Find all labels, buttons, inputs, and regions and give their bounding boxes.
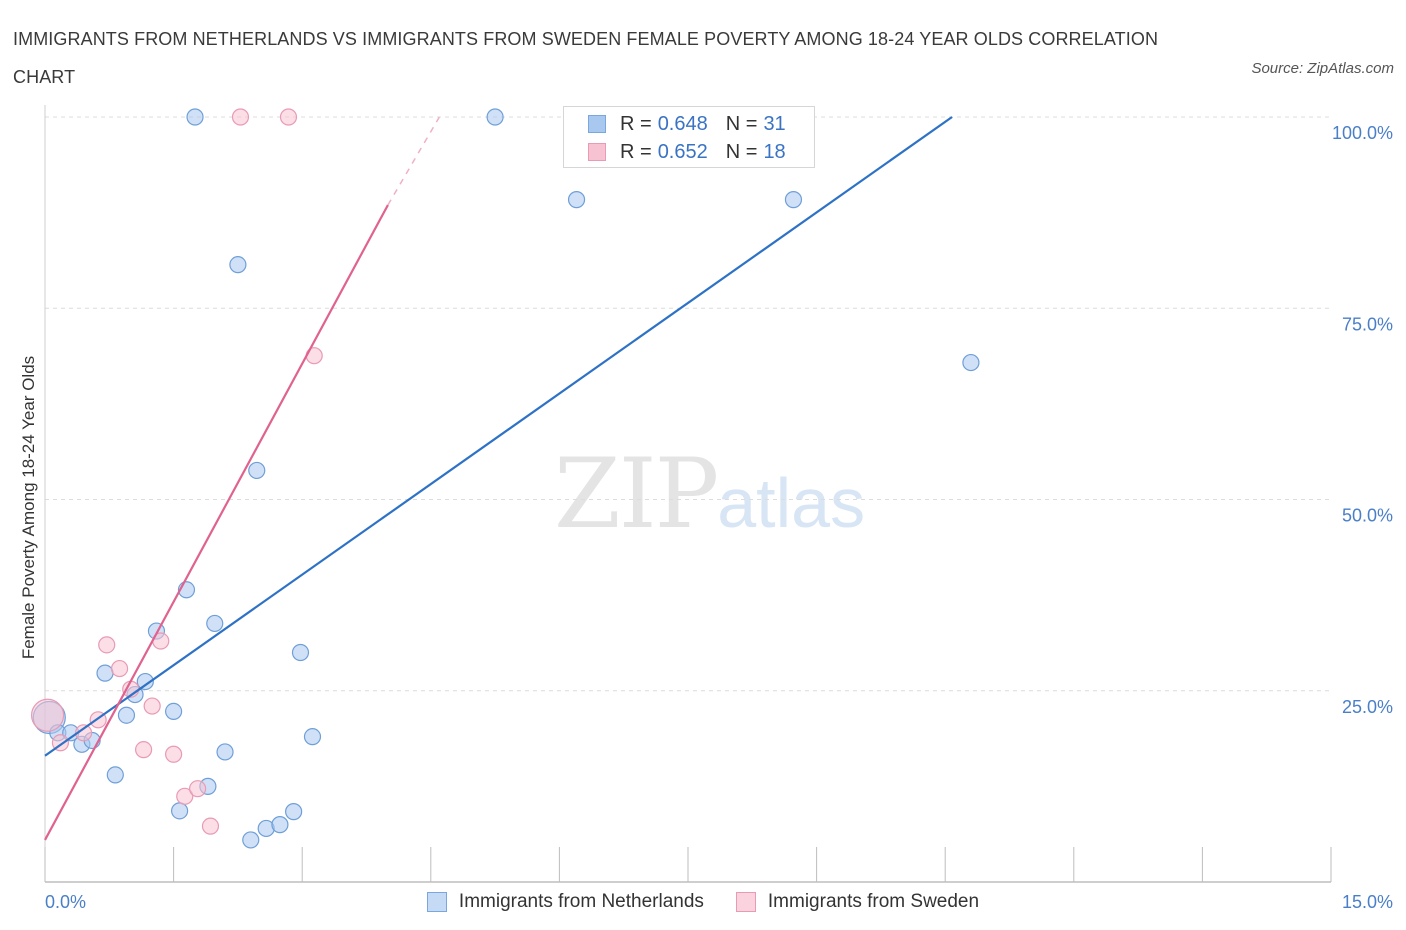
point-sweden bbox=[189, 780, 207, 798]
point-sweden bbox=[74, 724, 93, 742]
series-label-sweden: Immigrants from Sweden bbox=[767, 891, 980, 912]
watermark-atlas: atlas bbox=[717, 464, 866, 542]
point-netherlands bbox=[242, 831, 260, 849]
point-netherlands bbox=[136, 672, 154, 691]
legend-r-value: 0.648 bbox=[657, 112, 708, 135]
point-netherlands bbox=[285, 803, 303, 821]
point-sweden bbox=[30, 698, 65, 732]
legend-n-label: N = bbox=[725, 112, 758, 135]
legend-row-sweden: R = 0.652 N = 18 bbox=[588, 138, 786, 166]
point-sweden bbox=[279, 108, 298, 126]
trendline-sweden bbox=[44, 204, 389, 841]
point-sweden bbox=[98, 636, 116, 654]
point-netherlands bbox=[291, 643, 310, 662]
point-netherlands bbox=[784, 191, 803, 209]
point-sweden bbox=[201, 817, 220, 835]
watermark: ZIPatlas bbox=[554, 438, 865, 550]
point-sweden bbox=[231, 108, 250, 126]
series-swatch-netherlands bbox=[426, 892, 447, 912]
point-sweden bbox=[165, 745, 183, 763]
legend-n-label: N = bbox=[725, 140, 758, 163]
legend-swatch-netherlands bbox=[588, 115, 606, 133]
point-netherlands bbox=[171, 802, 189, 820]
point-netherlands bbox=[962, 353, 980, 372]
trendline-extension-sweden bbox=[387, 116, 441, 206]
point-netherlands bbox=[271, 816, 289, 834]
point-netherlands bbox=[216, 743, 234, 761]
legend-n-value: 18 bbox=[763, 140, 786, 163]
point-sweden bbox=[110, 659, 129, 678]
point-netherlands bbox=[229, 256, 247, 274]
legend-r-label: R = bbox=[620, 112, 652, 135]
legend-row-netherlands: R = 0.648 N = 31 bbox=[588, 110, 786, 138]
point-netherlands bbox=[206, 614, 224, 633]
chart-title: IMMIGRANTS FROM NETHERLANDS VS IMMIGRANT… bbox=[13, 29, 1159, 87]
legend-r-value: 0.652 bbox=[657, 140, 708, 163]
x-tick-label: 15.0% bbox=[1342, 892, 1393, 912]
point-netherlands bbox=[486, 108, 504, 126]
y-tick-label: 75.0% bbox=[1342, 314, 1393, 334]
y-tick-label: 25.0% bbox=[1342, 697, 1393, 717]
series-legend: Immigrants from Netherlands Immigrants f… bbox=[0, 888, 1406, 916]
y-tick-label: 100.0% bbox=[1332, 123, 1393, 143]
y-tick-label: 50.0% bbox=[1342, 506, 1393, 526]
point-netherlands bbox=[117, 706, 136, 724]
point-sweden bbox=[134, 741, 153, 759]
point-netherlands bbox=[165, 702, 183, 721]
point-sweden bbox=[143, 697, 161, 715]
watermark-zip: ZIP bbox=[554, 438, 719, 550]
legend-r-label: R = bbox=[620, 140, 652, 163]
point-netherlands bbox=[567, 191, 586, 209]
correlation-legend: R = 0.648 N = 31 R = 0.652 N = 18 bbox=[563, 106, 815, 168]
point-netherlands bbox=[106, 766, 124, 784]
point-sweden bbox=[176, 787, 194, 805]
x-tick-label: 0.0% bbox=[45, 892, 86, 912]
source-label: Source: ZipAtlas.com bbox=[1251, 60, 1394, 77]
y-axis-label: Female Poverty Among 18-24 Year Olds bbox=[19, 356, 38, 659]
legend-swatch-sweden bbox=[588, 143, 606, 161]
series-legend-netherlands[interactable]: Immigrants from Netherlands bbox=[426, 891, 704, 913]
point-netherlands bbox=[248, 461, 266, 480]
legend-n-value: 31 bbox=[763, 112, 786, 135]
series-label-netherlands: Immigrants from Netherlands bbox=[458, 891, 704, 912]
series-swatch-sweden bbox=[735, 892, 756, 912]
point-netherlands bbox=[303, 728, 322, 746]
point-netherlands bbox=[186, 108, 204, 126]
trendline-netherlands bbox=[44, 116, 953, 757]
series-legend-sweden[interactable]: Immigrants from Sweden bbox=[735, 891, 980, 913]
point-netherlands bbox=[96, 664, 114, 682]
